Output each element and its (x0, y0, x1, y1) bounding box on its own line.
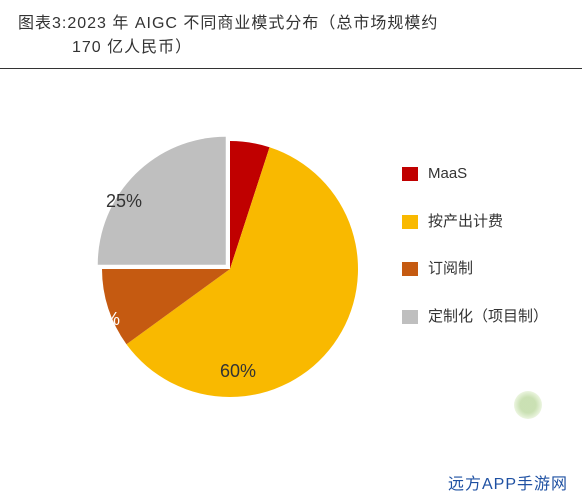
legend-item-2: 订阅制 (402, 259, 552, 279)
legend-text-3: 定制化（项目制） (428, 307, 548, 327)
legend-swatch-3 (402, 310, 418, 324)
pie-chart: 5%60%10%25% (90, 129, 350, 389)
legend-swatch-1 (402, 215, 418, 229)
chart-area: 5%60%10%25% MaaS按产出计费订阅制定制化（项目制） (0, 69, 582, 449)
legend-swatch-0 (402, 167, 418, 181)
legend-text-0: MaaS (428, 164, 467, 184)
slice-label-1: 60% (220, 361, 256, 382)
legend-text-1: 按产出计费 (428, 212, 503, 232)
slice-label-3: 25% (106, 191, 142, 212)
legend: MaaS 按产出计费订阅制定制化（项目制） (402, 164, 552, 354)
legend-text-2: 订阅制 (428, 259, 473, 279)
source-text: 远方APP手游网 (448, 476, 568, 493)
slice-label-0: 5% (258, 119, 284, 140)
wechat-watermark-icon (514, 391, 542, 419)
source-footer: 远方APP手游网 (448, 470, 568, 494)
legend-item-0: MaaS (402, 164, 552, 184)
legend-swatch-2 (402, 262, 418, 276)
slice-label-2: 10% (84, 309, 120, 330)
chart-title-line2: 170 亿人民币） (18, 36, 564, 60)
legend-item-3: 定制化（项目制） (402, 307, 552, 327)
legend-item-1: 按产出计费 (402, 212, 552, 232)
chart-title-line1: 图表3:2023 年 AIGC 不同商业模式分布（总市场规模约 (18, 12, 564, 36)
chart-title-block: 图表3:2023 年 AIGC 不同商业模式分布（总市场规模约 170 亿人民币… (0, 0, 582, 69)
